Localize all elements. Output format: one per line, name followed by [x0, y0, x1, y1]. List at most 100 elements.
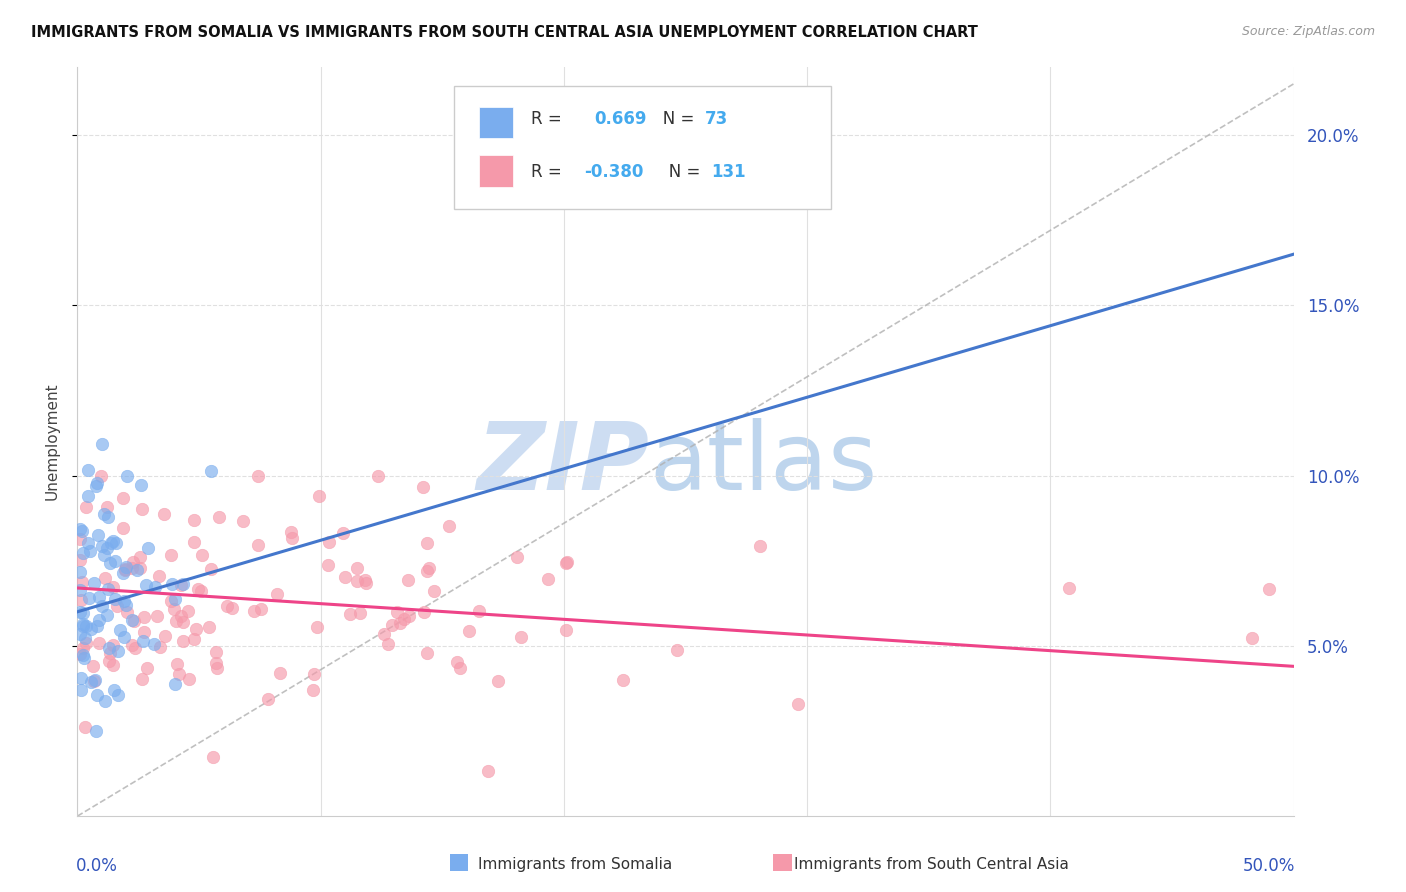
- Point: [148, 568, 170, 582]
- Text: -0.380: -0.380: [585, 163, 644, 181]
- Point: [416, 646, 439, 660]
- Point: [132, 610, 155, 624]
- Point: [200, 562, 222, 576]
- Point: [107, 644, 129, 658]
- Point: [308, 490, 330, 504]
- Point: [266, 587, 288, 601]
- Point: [205, 645, 228, 659]
- Point: [349, 607, 371, 621]
- Point: [418, 560, 440, 574]
- Point: [555, 555, 578, 569]
- Point: [100, 536, 122, 550]
- Point: [346, 561, 368, 575]
- Point: [70, 593, 93, 607]
- Text: N =: N =: [647, 111, 699, 128]
- Point: [250, 602, 273, 616]
- Point: [124, 640, 146, 655]
- Point: [114, 560, 136, 574]
- Point: [197, 620, 219, 634]
- Point: [412, 480, 434, 494]
- Point: [97, 641, 120, 656]
- Point: [392, 612, 415, 626]
- Point: [80, 675, 103, 690]
- Text: Source: ZipAtlas.com: Source: ZipAtlas.com: [1241, 25, 1375, 38]
- Text: R =: R =: [531, 163, 567, 181]
- Point: [129, 549, 152, 564]
- Point: [129, 560, 152, 574]
- Point: [132, 624, 155, 639]
- Point: [121, 613, 143, 627]
- Point: [104, 554, 127, 568]
- Point: [269, 666, 291, 681]
- Point: [86, 527, 108, 541]
- Point: [136, 541, 159, 555]
- Point: [70, 671, 93, 685]
- Point: [115, 606, 138, 620]
- Point: [69, 627, 91, 641]
- Point: [389, 615, 412, 630]
- Point: [162, 577, 184, 591]
- Point: [172, 633, 194, 648]
- Point: [72, 648, 94, 662]
- Point: [96, 541, 118, 555]
- Point: [86, 689, 108, 703]
- Point: [121, 638, 143, 652]
- Text: 0.669: 0.669: [595, 111, 647, 128]
- Point: [450, 661, 472, 675]
- Point: [91, 437, 114, 451]
- Point: [162, 601, 184, 615]
- Point: [153, 629, 176, 643]
- Point: [114, 563, 136, 577]
- Point: [79, 543, 101, 558]
- Point: [98, 556, 121, 570]
- Point: [121, 555, 143, 569]
- Point: [398, 609, 420, 624]
- Point: [354, 573, 377, 587]
- Point: [75, 618, 97, 632]
- Point: [170, 578, 193, 592]
- Text: R =: R =: [531, 111, 572, 128]
- Point: [101, 657, 124, 672]
- Point: [554, 623, 576, 637]
- Point: [167, 666, 190, 681]
- Point: [104, 536, 127, 550]
- Point: [191, 548, 214, 562]
- Text: 0.0%: 0.0%: [76, 857, 118, 875]
- Point: [304, 666, 326, 681]
- Point: [165, 614, 187, 628]
- Point: [207, 510, 229, 524]
- Point: [305, 620, 328, 634]
- Point: [103, 682, 125, 697]
- Point: [112, 593, 135, 607]
- Point: [84, 673, 107, 687]
- Text: Immigrants from South Central Asia: Immigrants from South Central Asia: [794, 857, 1070, 872]
- Point: [477, 764, 499, 779]
- Point: [280, 524, 302, 539]
- Point: [112, 491, 135, 506]
- Text: 73: 73: [704, 111, 728, 128]
- Text: IMMIGRANTS FROM SOMALIA VS IMMIGRANTS FROM SOUTH CENTRAL ASIA UNEMPLOYMENT CORRE: IMMIGRANTS FROM SOMALIA VS IMMIGRANTS FR…: [31, 25, 977, 40]
- Point: [373, 627, 395, 641]
- Point: [163, 592, 186, 607]
- Point: [83, 576, 105, 591]
- Point: [422, 583, 444, 598]
- Point: [101, 638, 124, 652]
- Bar: [450, 854, 468, 871]
- Point: [83, 673, 105, 688]
- Point: [415, 565, 437, 579]
- Point: [115, 468, 138, 483]
- Point: [75, 500, 97, 515]
- Point: [77, 591, 100, 606]
- Text: 131: 131: [711, 163, 745, 181]
- Point: [108, 623, 131, 637]
- Point: [127, 563, 149, 577]
- Point: [396, 574, 419, 588]
- Point: [377, 637, 399, 651]
- Point: [183, 513, 205, 527]
- Point: [72, 619, 94, 633]
- Point: [90, 468, 112, 483]
- Point: [302, 682, 325, 697]
- Point: [86, 619, 108, 633]
- Point: [94, 694, 117, 708]
- Point: [122, 614, 145, 628]
